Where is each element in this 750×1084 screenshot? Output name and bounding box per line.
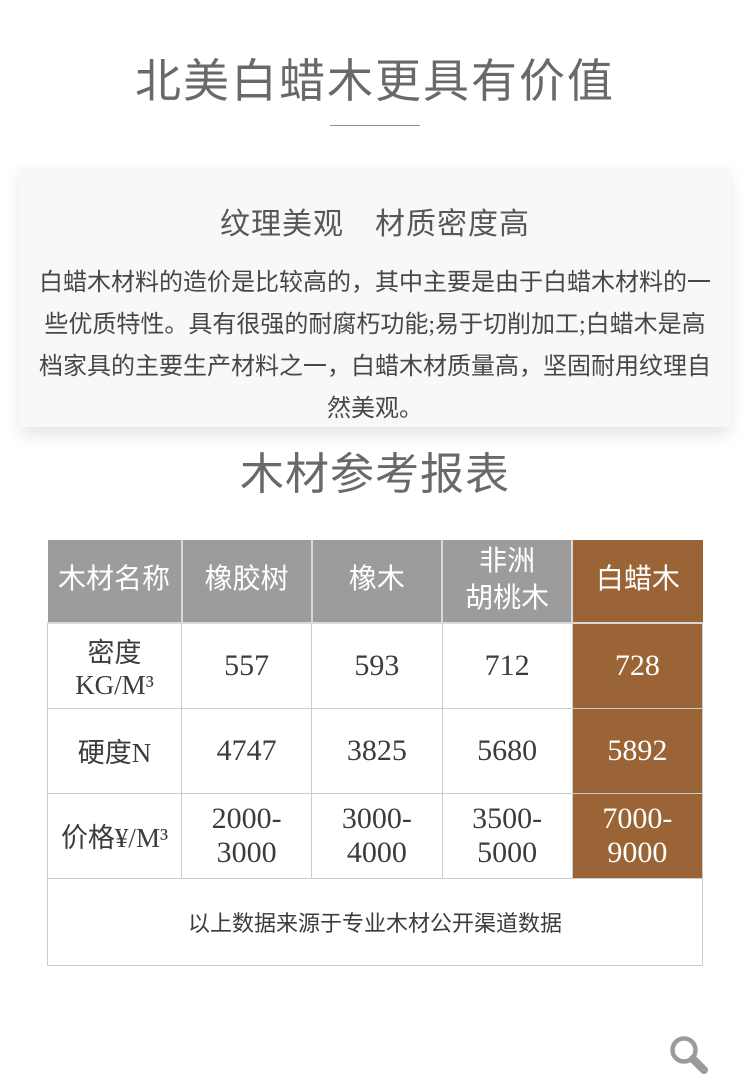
- data-cell-highlight: 7000-9000: [571, 792, 704, 879]
- col-header-wood-name: 木材名称: [47, 539, 182, 624]
- table-title: 木材参考报表: [240, 449, 510, 499]
- data-cell: 3825: [311, 707, 443, 794]
- intro-card: 纹理美观 材质密度高 白蜡木材料的造价是比较高的，其中主要是由于白蜡木材料的一些…: [20, 166, 730, 427]
- data-cell: 2000-3000: [180, 792, 313, 879]
- data-cell-highlight: 5892: [571, 707, 704, 794]
- wood-comparison-table: 木材名称 橡胶树 橡木 非洲 胡桃木 白蜡木 密度KG/M³ 557 593 7…: [47, 539, 704, 966]
- row-label-hardness: 硬度N: [47, 707, 182, 794]
- table-header-row: 木材名称 橡胶树 橡木 非洲 胡桃木 白蜡木: [47, 539, 703, 624]
- intro-heading: 纹理美观 材质密度高: [220, 207, 530, 241]
- col-header-white-ash-highlight: 白蜡木: [571, 539, 703, 624]
- intro-body-text: 白蜡木材料的造价是比较高的，其中主要是由于白蜡木材料的一些优质特性。具有很强的耐…: [39, 269, 711, 422]
- col-header-african-walnut: 非洲 胡桃木: [440, 539, 573, 624]
- data-cell: 593: [311, 622, 443, 709]
- data-cell: 712: [441, 622, 573, 709]
- col-header-rubber-tree: 橡胶树: [180, 539, 312, 624]
- table-row-density: 密度KG/M³ 557 593 712 728: [47, 622, 704, 709]
- table-footnote: 以上数据来源于专业木材公开渠道数据: [47, 877, 703, 966]
- data-cell: 5680: [441, 707, 573, 794]
- data-cell: 557: [180, 622, 313, 709]
- data-cell-highlight: 728: [571, 622, 704, 709]
- magnifier-zoom-icon[interactable]: [666, 1033, 712, 1079]
- title-underline-divider: [330, 124, 420, 126]
- page-title: 北美白蜡木更具有价值: [135, 56, 615, 107]
- data-cell: 3000-4000: [311, 792, 443, 879]
- data-cell: 3500-5000: [441, 792, 573, 879]
- table-row-hardness: 硬度N 4747 3825 5680 5892: [47, 707, 704, 794]
- table-row-price: 价格¥/M³ 2000-3000 3000-4000 3500-5000 700…: [47, 792, 704, 879]
- col-header-oak: 橡木: [310, 539, 442, 624]
- row-label-price: 价格¥/M³: [47, 792, 182, 879]
- row-label-density: 密度KG/M³: [47, 622, 182, 709]
- magnifier-zoom-icon-svg: [670, 1036, 708, 1074]
- data-cell: 4747: [180, 707, 313, 794]
- table-footnote-row: 以上数据来源于专业木材公开渠道数据: [47, 877, 703, 966]
